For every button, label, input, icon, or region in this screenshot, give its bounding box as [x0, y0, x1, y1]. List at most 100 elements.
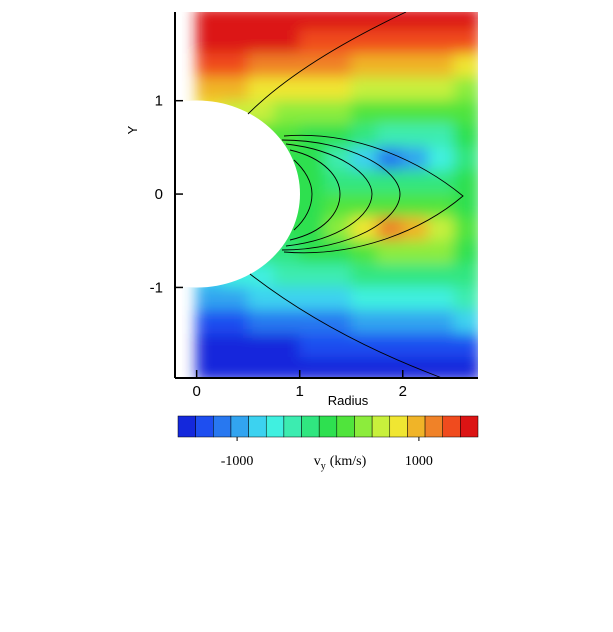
contour-cell	[453, 30, 478, 55]
contour-cell	[376, 146, 404, 172]
contour-cell	[350, 170, 378, 195]
contour-cell	[350, 76, 378, 102]
colorbar-tick-label: 1000	[405, 454, 433, 469]
contour-cell	[299, 12, 326, 32]
contour-cell	[428, 310, 455, 335]
contour-cell	[324, 170, 352, 195]
contour-cell	[273, 286, 301, 312]
streamline	[247, 12, 407, 115]
streamline	[283, 134, 464, 254]
contour-cell	[299, 263, 326, 288]
colorbar-swatch	[248, 415, 267, 438]
streamline	[289, 149, 341, 241]
contour-cell	[453, 12, 478, 32]
contour-cell	[324, 310, 352, 335]
contour-cell	[273, 310, 301, 335]
contour-cell	[221, 356, 249, 378]
axes	[174, 12, 478, 379]
contour-cell	[376, 310, 404, 335]
contour-cell	[453, 170, 478, 195]
contour-cell	[196, 310, 223, 335]
contour-cell	[350, 53, 378, 78]
contour-cell	[196, 53, 223, 78]
x-axis-label: Radius	[328, 393, 369, 408]
contour-cell	[324, 53, 352, 78]
colorbar-swatch	[407, 415, 426, 438]
contour-cell	[402, 76, 430, 102]
colorbar: -1000 1000	[177, 415, 479, 469]
contour-cell	[453, 263, 478, 288]
colorbar-tick-label: -1000	[221, 454, 254, 469]
contour-cell	[324, 100, 352, 125]
contour-cell	[324, 240, 352, 265]
contour-cell	[350, 240, 378, 265]
contour-cell	[402, 123, 430, 148]
contour-cell	[273, 53, 301, 78]
contour-cell	[402, 30, 430, 55]
colorbar-swatch	[213, 415, 232, 438]
contour-cell	[376, 193, 404, 218]
contour-cell	[324, 146, 352, 172]
contour-cell	[221, 76, 249, 102]
contour-cell	[350, 356, 378, 378]
contour-cell	[299, 193, 326, 218]
streamline	[281, 139, 401, 251]
contour-cell	[221, 30, 249, 55]
contour-cell	[453, 53, 478, 78]
contour-cell	[376, 30, 404, 55]
x-tick-label: 2	[399, 383, 407, 400]
contour-cell	[247, 30, 275, 55]
contour-cell	[376, 123, 404, 148]
y-tick-label: -1	[150, 279, 163, 296]
contour-cell	[453, 240, 478, 265]
contour-cell	[350, 193, 378, 218]
contour-cell	[350, 263, 378, 288]
contour-cell	[453, 100, 478, 125]
colorbar-swatch	[265, 415, 285, 438]
contour-cell	[402, 240, 430, 265]
contour-cell	[196, 356, 223, 378]
streamline	[285, 143, 373, 247]
contour-cell	[196, 30, 223, 55]
contour-cell	[453, 76, 478, 102]
contour-cell	[376, 100, 404, 125]
colorbar-label-subscript: y	[321, 461, 326, 472]
contour-cell	[299, 286, 326, 312]
contour-cell	[402, 12, 430, 32]
contour-cell	[299, 30, 326, 55]
colorbar-swatch	[442, 415, 461, 438]
contour-cell	[453, 286, 478, 312]
contour-cell	[402, 146, 430, 172]
contour-cell	[376, 12, 404, 32]
colorbar-swatch	[460, 415, 479, 438]
contour-cell	[453, 123, 478, 148]
colorbar-swatch	[389, 415, 408, 438]
contour-cell	[221, 53, 249, 78]
obstacle	[175, 100, 300, 288]
contour-cell	[324, 263, 352, 288]
contour-cell	[428, 216, 455, 242]
contour-cell	[376, 53, 404, 78]
colorbar-swatch	[230, 415, 249, 438]
contour-cell	[273, 12, 301, 32]
contour-cell	[453, 333, 478, 358]
streamline	[249, 273, 443, 378]
contour-cell	[196, 286, 223, 312]
contour-cell	[402, 263, 430, 288]
contour-cell	[196, 12, 223, 32]
contour-cell	[247, 53, 275, 78]
contour-cell	[453, 356, 478, 378]
colorbar-swatch	[354, 415, 373, 438]
contour-cell	[402, 286, 430, 312]
contour-cell	[299, 76, 326, 102]
contour-cell	[453, 146, 478, 172]
colorbar-label: vy (km/s)	[314, 454, 367, 472]
contour-cell	[299, 170, 326, 195]
contour-cell	[402, 333, 430, 358]
x-tick-label: 1	[296, 383, 304, 400]
contour-cell	[376, 240, 404, 265]
contour-cell	[299, 146, 326, 172]
contour-cell	[453, 216, 478, 242]
contour-cell	[428, 12, 455, 32]
